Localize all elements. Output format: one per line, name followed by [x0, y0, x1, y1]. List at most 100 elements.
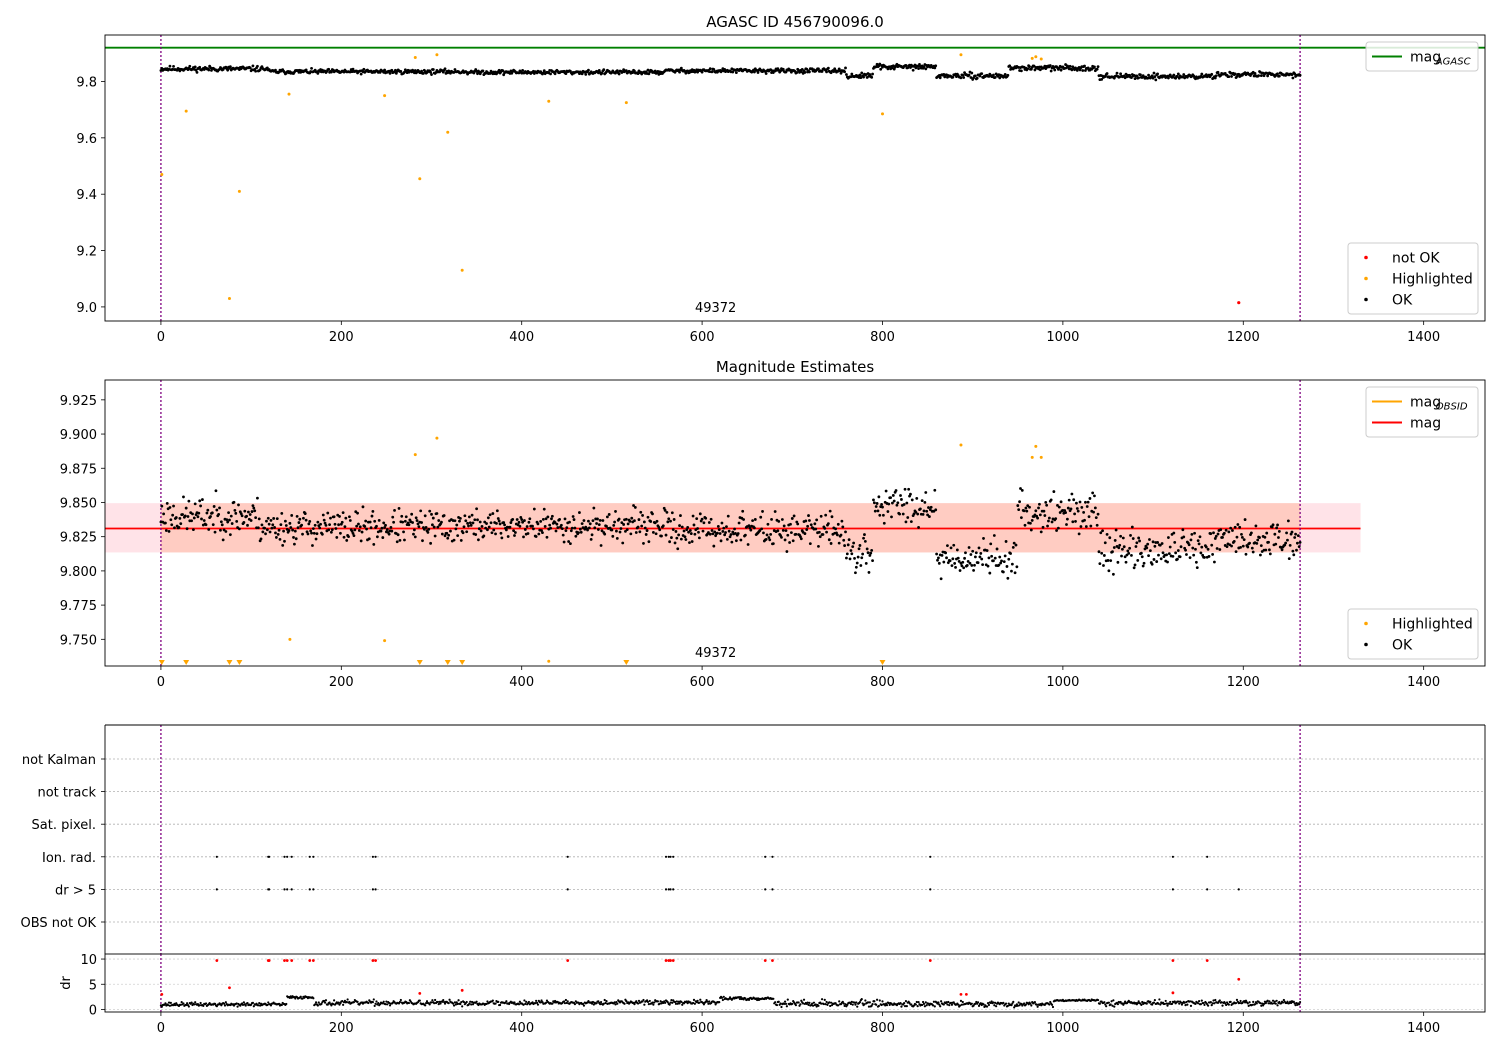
- dr-ok-point: [424, 1002, 428, 1005]
- dr-ok-point: [922, 1002, 926, 1005]
- estimates-ok-point: [1194, 560, 1198, 564]
- estimates-ok-point: [522, 535, 525, 539]
- estimates-ok-point: [215, 508, 219, 512]
- estimates-ok-point: [615, 529, 618, 533]
- dr-ok-point: [1276, 1004, 1279, 1007]
- estimates-ok-point: [423, 514, 427, 518]
- estimates-ok-point: [403, 538, 406, 542]
- dr-ok-point: [861, 1002, 864, 1005]
- estimates-ok-point: [632, 504, 635, 507]
- dr-ok-point: [565, 1001, 568, 1005]
- dr-ok-point: [877, 1004, 880, 1008]
- estimates-xtick-label: 1400: [1407, 675, 1440, 690]
- dr-ok-point: [468, 1002, 471, 1005]
- dr-ok-point: [625, 999, 628, 1003]
- dr-ok-point: [236, 1005, 239, 1008]
- estimates-ok-point: [956, 556, 960, 560]
- agasc-ok-point: [938, 76, 942, 80]
- estimates-ok-point: [855, 561, 859, 565]
- dr-ok-point: [179, 1003, 182, 1006]
- estimates-ok-point: [1101, 529, 1104, 533]
- flags-row-label: not track: [37, 786, 96, 801]
- dr-ok-point: [252, 1005, 255, 1008]
- agasc-ok-point: [710, 70, 714, 74]
- agasc-ok-point: [1253, 72, 1257, 75]
- estimates-ok-point: [1105, 533, 1109, 536]
- dr-ok-point: [388, 1004, 392, 1007]
- estimates-ok-point: [871, 559, 874, 563]
- dr-ok-point: [817, 1004, 820, 1007]
- estimates-ok-point: [567, 540, 571, 543]
- estimates-ok-point: [490, 531, 494, 535]
- estimates-ok-point: [1018, 500, 1021, 504]
- estimates-ok-point: [1286, 538, 1289, 542]
- estimates-ok-point: [477, 527, 481, 531]
- estimates-ok-point: [633, 506, 637, 509]
- estimates-ok-point: [1145, 546, 1149, 550]
- dr-ok-point: [1221, 1004, 1224, 1007]
- agasc-ok-point: [600, 71, 604, 75]
- estimates-ok-point: [1238, 525, 1242, 529]
- estimates-ok-point: [508, 525, 512, 529]
- estimates-ok-point: [440, 520, 443, 524]
- estimates-ok-point: [1074, 520, 1077, 523]
- estimates-ok-point: [591, 519, 595, 523]
- estimates-ok-point: [1159, 557, 1163, 561]
- dr-xtick-label: 800: [870, 1021, 895, 1036]
- estimates-ok-point: [799, 537, 803, 541]
- flags-marker: [566, 888, 569, 891]
- dr-ok-point: [452, 1002, 455, 1005]
- estimates-ok-point: [817, 530, 821, 534]
- dr-ok-point: [1235, 998, 1239, 1001]
- dr-ok-point: [921, 1000, 925, 1004]
- estimates-ok-point: [852, 541, 856, 545]
- dr-ok-point: [1165, 1002, 1168, 1005]
- dr-ok-point: [1111, 1004, 1114, 1007]
- dr-ok-point: [582, 1004, 586, 1007]
- dr-ok-point: [168, 1004, 172, 1007]
- dr-ok-point: [182, 1002, 185, 1005]
- estimates-ok-point: [171, 513, 175, 517]
- dr-ok-point: [434, 998, 437, 1002]
- estimates-ok-point: [1195, 566, 1199, 569]
- estimates-ok-point: [1284, 541, 1288, 545]
- agasc-legend: [1365, 41, 1479, 72]
- estimates-ok-point: [815, 518, 819, 522]
- dr-ok-point: [1137, 1000, 1140, 1003]
- estimates-ok-point: [340, 520, 344, 524]
- estimates-ok-point: [383, 526, 387, 529]
- dr-not-ok-point: [308, 959, 312, 962]
- estimates-ok-point: [511, 517, 515, 521]
- dr-ok-point: [1153, 998, 1156, 1002]
- estimates-ok-point: [769, 532, 773, 536]
- estimates-ok-point: [250, 510, 254, 513]
- dr-ok-point: [846, 1003, 849, 1006]
- estimates-ok-point: [411, 521, 414, 524]
- estimates-highlighted-point: [1030, 455, 1034, 459]
- estimates-ok-point: [1117, 546, 1121, 550]
- estimates-ok-point: [843, 544, 847, 547]
- estimates-ok-point: [1069, 507, 1073, 511]
- estimates-ok-point: [447, 533, 451, 537]
- estimates-ok-point: [1240, 535, 1244, 539]
- estimates-ok-point: [1151, 540, 1155, 544]
- estimates-ok-point: [1095, 523, 1099, 527]
- estimates-ok-point: [1017, 508, 1021, 512]
- estimates-ok-point: [558, 517, 561, 521]
- dr-ok-point: [424, 1004, 427, 1007]
- estimates-ok-point: [1225, 545, 1229, 549]
- estimates-ok-point: [459, 539, 463, 542]
- estimates-ok-point: [1038, 502, 1041, 506]
- dr-ok-point: [823, 998, 826, 1001]
- dr-ok-point: [699, 998, 702, 1001]
- dr-ok-point: [522, 1003, 525, 1006]
- estimates-ok-point: [966, 559, 970, 563]
- estimates-ok-point: [539, 519, 543, 523]
- dr-ok-point: [160, 1005, 163, 1008]
- estimates-ok-point: [835, 533, 839, 537]
- dr-ok-point: [623, 1002, 626, 1005]
- dr-ok-point: [1018, 1004, 1021, 1007]
- dr-ok-point: [842, 1002, 845, 1005]
- estimates-ok-point: [1277, 530, 1281, 533]
- estimates-ok-point: [972, 568, 975, 572]
